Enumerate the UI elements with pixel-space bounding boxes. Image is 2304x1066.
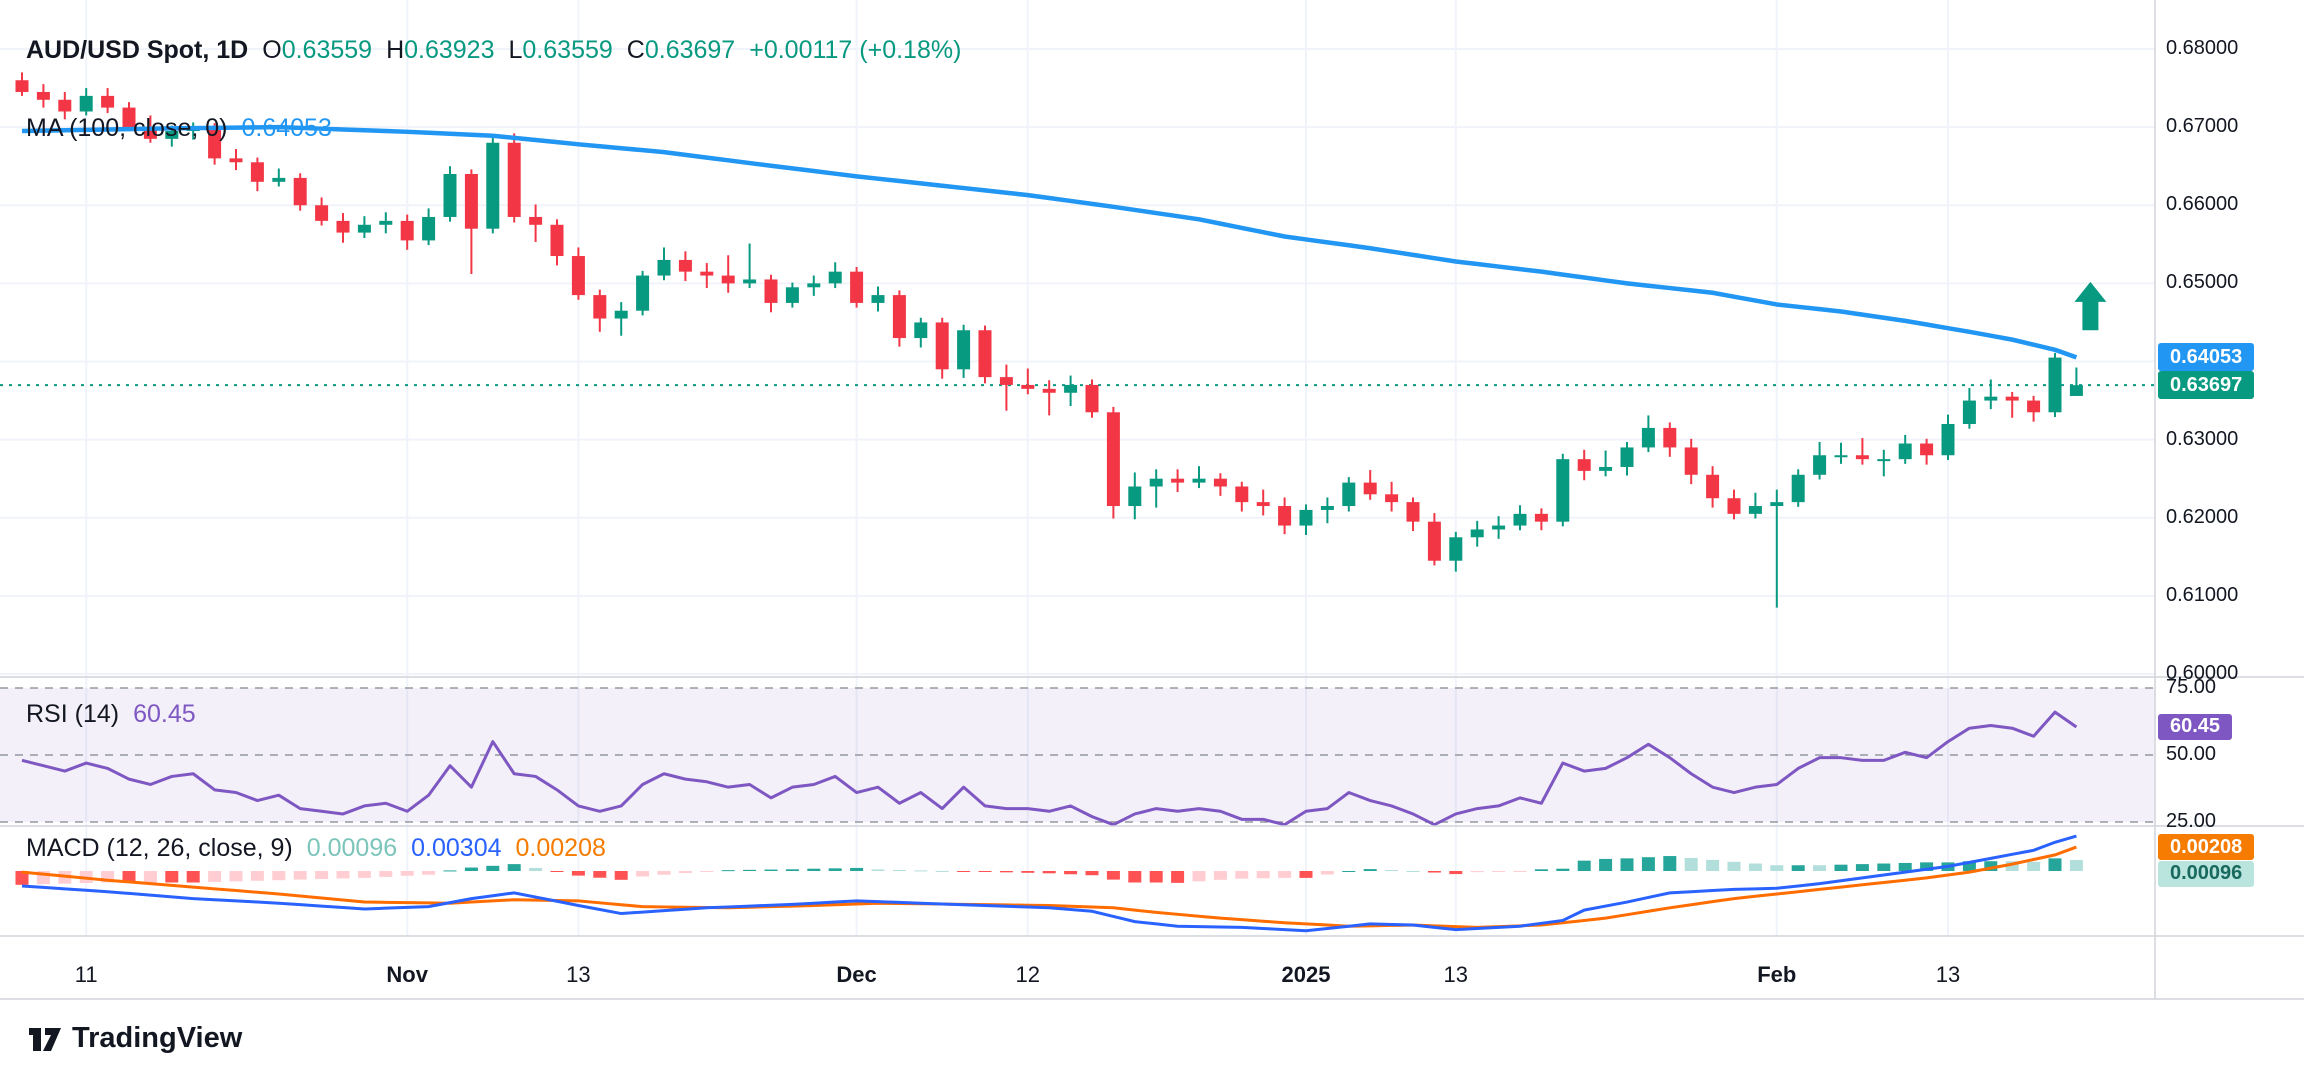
time-axis-label: 11 xyxy=(74,962,98,987)
rsi-legend-value: 60.45 xyxy=(133,700,196,728)
time-axis-label: Nov xyxy=(386,962,428,987)
rsi-legend-title[interactable]: RSI (14) xyxy=(26,700,120,728)
price-axis-label: 0.67000 xyxy=(2166,115,2239,138)
price-axis-label: 0.60000 xyxy=(2166,662,2239,684)
price-axis-label: 0.68000 xyxy=(2166,37,2239,59)
price-axis-label: 0.63000 xyxy=(2166,427,2239,450)
rsi-axis-label: 75.00 xyxy=(2166,676,2217,698)
rsi-band xyxy=(0,687,2155,823)
tradingview-logo-icon xyxy=(29,1027,61,1051)
ma-legend: MA (100, close, 0) 0.64053 xyxy=(26,114,332,143)
macd-hist-value: 0.00096 xyxy=(306,834,398,862)
time-axis-label: 13 xyxy=(566,962,591,987)
rsi-axis-label: 25.00 xyxy=(2166,810,2217,832)
time-axis-label: 13 xyxy=(1935,962,1961,987)
rsi-value-badge: 60.45 xyxy=(2158,713,2233,740)
macd-legend-title[interactable]: MACD (12, 26, close, 9) xyxy=(26,834,293,862)
high-value: H 0.63923 xyxy=(386,36,495,64)
price-axis-label: 0.61000 xyxy=(2166,583,2239,606)
last-price-badge: 0.63697 xyxy=(2158,371,2255,400)
macd-legend: MACD (12, 26, close, 9) 0.00096 0.00304 … xyxy=(26,834,606,863)
close-value: C 0.63697 xyxy=(626,36,736,64)
pane-dividers xyxy=(0,0,2304,1000)
ma-legend-title[interactable]: MA (100, close, 0) xyxy=(26,114,228,142)
rsi-legend: RSI (14) 60.45 xyxy=(26,700,196,729)
macd-signal-badge: 0.00208 xyxy=(2158,834,2255,861)
symbol-title[interactable]: AUD/USD Spot, 1D xyxy=(26,36,249,64)
time-axis-label: 13 xyxy=(1443,962,1469,987)
macd-hist-badge: 0.00096 xyxy=(2158,860,2255,887)
ma-price-badge: 0.64053 xyxy=(2158,343,2255,372)
rsi-line xyxy=(21,710,2078,827)
open-value: O 0.63559 xyxy=(262,36,373,64)
low-value: L 0.63559 xyxy=(508,36,613,64)
tradingview-logo[interactable]: TradingView xyxy=(28,1022,242,1055)
symbol-legend: AUD/USD Spot, 1D O 0.63559 H 0.63923 L 0.63… xyxy=(26,36,961,65)
up-arrow-annotation[interactable] xyxy=(2074,281,2107,331)
price-axis-label: 0.62000 xyxy=(2166,505,2239,528)
price-axis-label: 0.65000 xyxy=(2166,271,2239,294)
macd-lines xyxy=(21,834,2077,933)
time-axis-label: 2025 xyxy=(1281,962,1331,987)
change-value: +0.00117 (+0.18%) xyxy=(749,36,962,64)
time-axis-label: Dec xyxy=(836,962,877,987)
macd-line-value: 0.00304 xyxy=(411,834,502,862)
ma-line xyxy=(21,124,2078,360)
tradingview-logo-text: TradingView xyxy=(72,1022,243,1054)
price-axis-label: 0.66000 xyxy=(2166,193,2239,216)
candles xyxy=(15,72,2083,608)
gridlines xyxy=(0,0,2155,936)
macd-signal-value: 0.00208 xyxy=(515,834,606,862)
time-axis-label: 12 xyxy=(1015,962,1041,987)
time-axis-label: Feb xyxy=(1757,962,1797,987)
ma-legend-value: 0.64053 xyxy=(241,114,332,142)
rsi-axis-label: 50.00 xyxy=(2166,743,2217,765)
